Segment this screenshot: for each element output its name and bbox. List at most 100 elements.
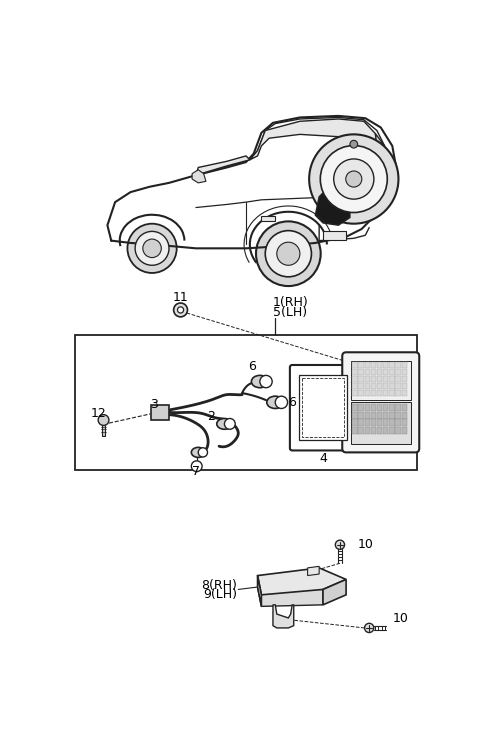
Bar [371,362,376,369]
Bar [389,390,395,396]
Bar [75,336,417,470]
Bar [377,404,382,411]
Polygon shape [323,579,346,605]
Bar [299,375,347,440]
Bar [402,419,407,426]
Polygon shape [315,187,350,225]
Bar [352,383,358,389]
Bar [389,383,395,389]
Circle shape [275,396,288,409]
Circle shape [198,448,207,457]
Polygon shape [375,133,384,160]
Bar [351,360,411,400]
Bar [396,412,401,418]
Text: 10: 10 [392,612,408,625]
Bar [359,362,364,369]
Bar [383,390,388,396]
Bar [402,390,407,396]
Bar [371,376,376,382]
Bar [383,412,388,418]
Bar [383,362,388,369]
Bar [396,419,401,426]
Bar [365,419,370,426]
Circle shape [127,224,177,273]
Bar [377,376,382,382]
Polygon shape [192,170,206,183]
Circle shape [350,140,358,148]
Bar [352,390,358,396]
Bar [352,404,358,411]
Ellipse shape [217,418,232,429]
Bar [371,419,376,426]
Bar [359,427,364,434]
Circle shape [336,540,345,550]
Circle shape [265,231,312,277]
Bar [377,369,382,375]
Bar [383,376,388,382]
Bar [365,404,370,411]
Ellipse shape [192,447,205,458]
Text: 8(RH): 8(RH) [201,579,237,592]
Bar [352,419,358,426]
Bar [365,390,370,396]
Bar [365,369,370,375]
Circle shape [98,415,109,425]
Bar [383,369,388,375]
Bar [371,427,376,434]
Bar [377,419,382,426]
Bar [396,390,401,396]
Bar [102,425,105,437]
Bar [302,378,344,437]
Bar [359,390,364,396]
Bar [402,404,407,411]
Bar [396,383,401,389]
Circle shape [260,375,272,388]
Polygon shape [273,605,294,628]
Circle shape [143,239,161,258]
Bar [396,362,401,369]
Polygon shape [258,587,323,606]
Bar [396,404,401,411]
Bar [383,427,388,434]
Text: 4: 4 [319,452,327,465]
Bar [389,376,395,382]
Text: 6: 6 [248,360,256,372]
Bar [365,383,370,389]
Circle shape [225,418,235,429]
Bar [389,362,395,369]
Circle shape [192,461,202,472]
Text: 12: 12 [90,407,106,421]
Bar [365,362,370,369]
Circle shape [346,171,362,187]
Ellipse shape [252,375,268,388]
Bar [389,412,395,418]
Bar [402,383,407,389]
Bar [352,427,358,434]
Bar [371,412,376,418]
Bar [389,369,395,375]
Bar [352,376,358,382]
Text: 3: 3 [150,398,157,411]
Bar [359,404,364,411]
Bar [151,405,169,420]
Bar [365,376,370,382]
Ellipse shape [267,396,284,409]
Bar [377,412,382,418]
Bar [371,390,376,396]
Bar [377,362,382,369]
Polygon shape [196,156,250,175]
Bar [389,419,395,426]
Text: 1(RH): 1(RH) [273,296,309,308]
Bar [402,376,407,382]
Bar [371,404,376,411]
Polygon shape [308,566,319,575]
Bar [359,419,364,426]
FancyBboxPatch shape [342,352,419,452]
Bar [389,427,395,434]
Circle shape [174,303,188,317]
Bar [396,376,401,382]
Text: 2: 2 [207,409,216,423]
Text: 7: 7 [192,465,200,478]
Bar [377,383,382,389]
Polygon shape [258,568,346,595]
